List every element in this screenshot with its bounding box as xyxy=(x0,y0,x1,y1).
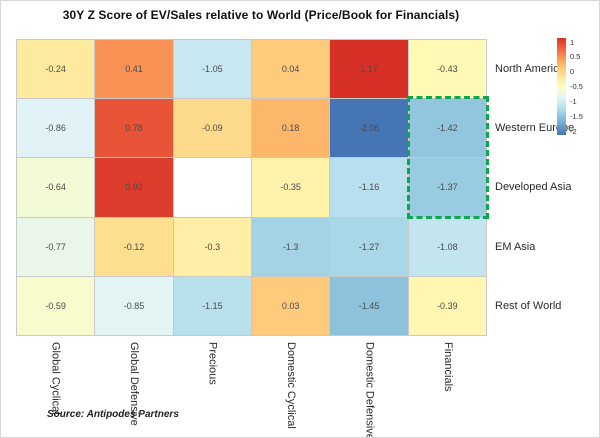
heatmap-cell-em-asia-financials: -1.08 xyxy=(408,217,486,276)
heatmap-cell-developed-asia-financials: -1.37 xyxy=(408,158,486,217)
colorbar-tick-0.5: 0.5 xyxy=(570,52,581,62)
heatmap-cell-em-asia-precious: -0.3 xyxy=(173,217,251,276)
col-label-domestic-defensive: Domestic Defensive xyxy=(363,342,376,438)
heatmap-area: -0.24 0.41 -1.05 0.04 1.17 -0.43 -0.86 0.78 -0.0… xyxy=(16,39,489,336)
heatmap-cell-western-europe-domestic-defensive: -2.06 xyxy=(330,99,408,158)
source-note: Source: Antipodes Partners xyxy=(47,409,179,420)
heatmap-cell-western-europe-global-defensive: 0.78 xyxy=(95,99,173,158)
row-label-rest-of-world: Rest of World xyxy=(495,300,562,313)
heatmap-cell-western-europe-precious: -0.09 xyxy=(173,99,251,158)
heatmap-cell-rest-of-world-domestic-defensive: -1.45 xyxy=(330,276,408,335)
heatmap-cell-north-america-financials: -0.43 xyxy=(408,40,486,99)
heatmap-cell-western-europe-financials: -1.42 xyxy=(408,99,486,158)
heatmap-cell-em-asia-global-cyclical: -0.77 xyxy=(17,217,95,276)
heatmap-cell-em-asia-domestic-defensive: -1.27 xyxy=(330,217,408,276)
heatmap-cell-western-europe-domestic-cyclical: 0.18 xyxy=(252,99,330,158)
heatmap-cell-north-america-global-defensive: 0.41 xyxy=(95,40,173,99)
heatmap-cell-rest-of-world-global-cyclical: -0.59 xyxy=(17,276,95,335)
colorbar-tick-1: 1 xyxy=(570,37,575,47)
heatmap-cell-developed-asia-global-defensive: 0.92 xyxy=(95,158,173,217)
colorbar-tick--0.5: -0.5 xyxy=(570,82,583,91)
col-label-precious: Precious xyxy=(206,342,219,385)
heatmap-cell-developed-asia-domestic-cyclical: -0.35 xyxy=(252,158,330,217)
col-label-financials: Financials xyxy=(441,342,454,392)
heatmap-cell-north-america-domestic-cyclical: 0.04 xyxy=(252,40,330,99)
colorbar-tick--2: -2 xyxy=(570,126,577,136)
row-label-em-asia: EM Asia xyxy=(495,240,536,253)
colorbar-tick--1.5: -1.5 xyxy=(570,111,583,121)
heatmap-grid: -0.24 0.41 -1.05 0.04 1.17 -0.43 -0.86 0.78 -0.0… xyxy=(16,39,487,336)
heatmap-cell-western-europe-global-cyclical: -0.86 xyxy=(17,99,95,158)
heatmap-cell-north-america-domestic-defensive: 1.17 xyxy=(330,40,408,99)
heatmap-cell-em-asia-global-defensive: -0.12 xyxy=(95,217,173,276)
colorbar xyxy=(557,38,566,135)
heatmap-cell-rest-of-world-precious: -1.15 xyxy=(173,276,251,335)
heatmap-cell-rest-of-world-domestic-cyclical: 0.03 xyxy=(252,276,330,335)
col-label-domestic-cyclical: Domestic Cyclical xyxy=(284,342,297,429)
row-label-developed-asia: Developed Asia xyxy=(495,181,572,194)
colorbar-tick--1: -1 xyxy=(570,96,577,106)
heatmap-cell-developed-asia-precious xyxy=(173,158,251,217)
col-label-global-defensive: Global Defensive xyxy=(127,342,140,426)
chart-title: 30Y Z Score of EV/Sales relative to Worl… xyxy=(62,8,460,22)
row-label-western-europe: Western Europe xyxy=(495,122,575,135)
heatmap-cell-developed-asia-global-cyclical: -0.64 xyxy=(17,158,95,217)
heatmap-cell-developed-asia-domestic-defensive: -1.16 xyxy=(330,158,408,217)
colorbar-tick-0: 0 xyxy=(570,67,575,77)
heatmap-cell-em-asia-domestic-cyclical: -1.3 xyxy=(252,217,330,276)
row-label-north-america: North America xyxy=(495,62,565,75)
heatmap-cell-north-america-global-cyclical: -0.24 xyxy=(17,40,95,99)
col-label-global-cyclical: Global Cyclical xyxy=(49,342,62,415)
heatmap-cell-rest-of-world-global-defensive: -0.85 xyxy=(95,276,173,335)
heatmap-cell-rest-of-world-financials: -0.39 xyxy=(408,276,486,335)
heatmap-cell-north-america-precious: -1.05 xyxy=(173,40,251,99)
